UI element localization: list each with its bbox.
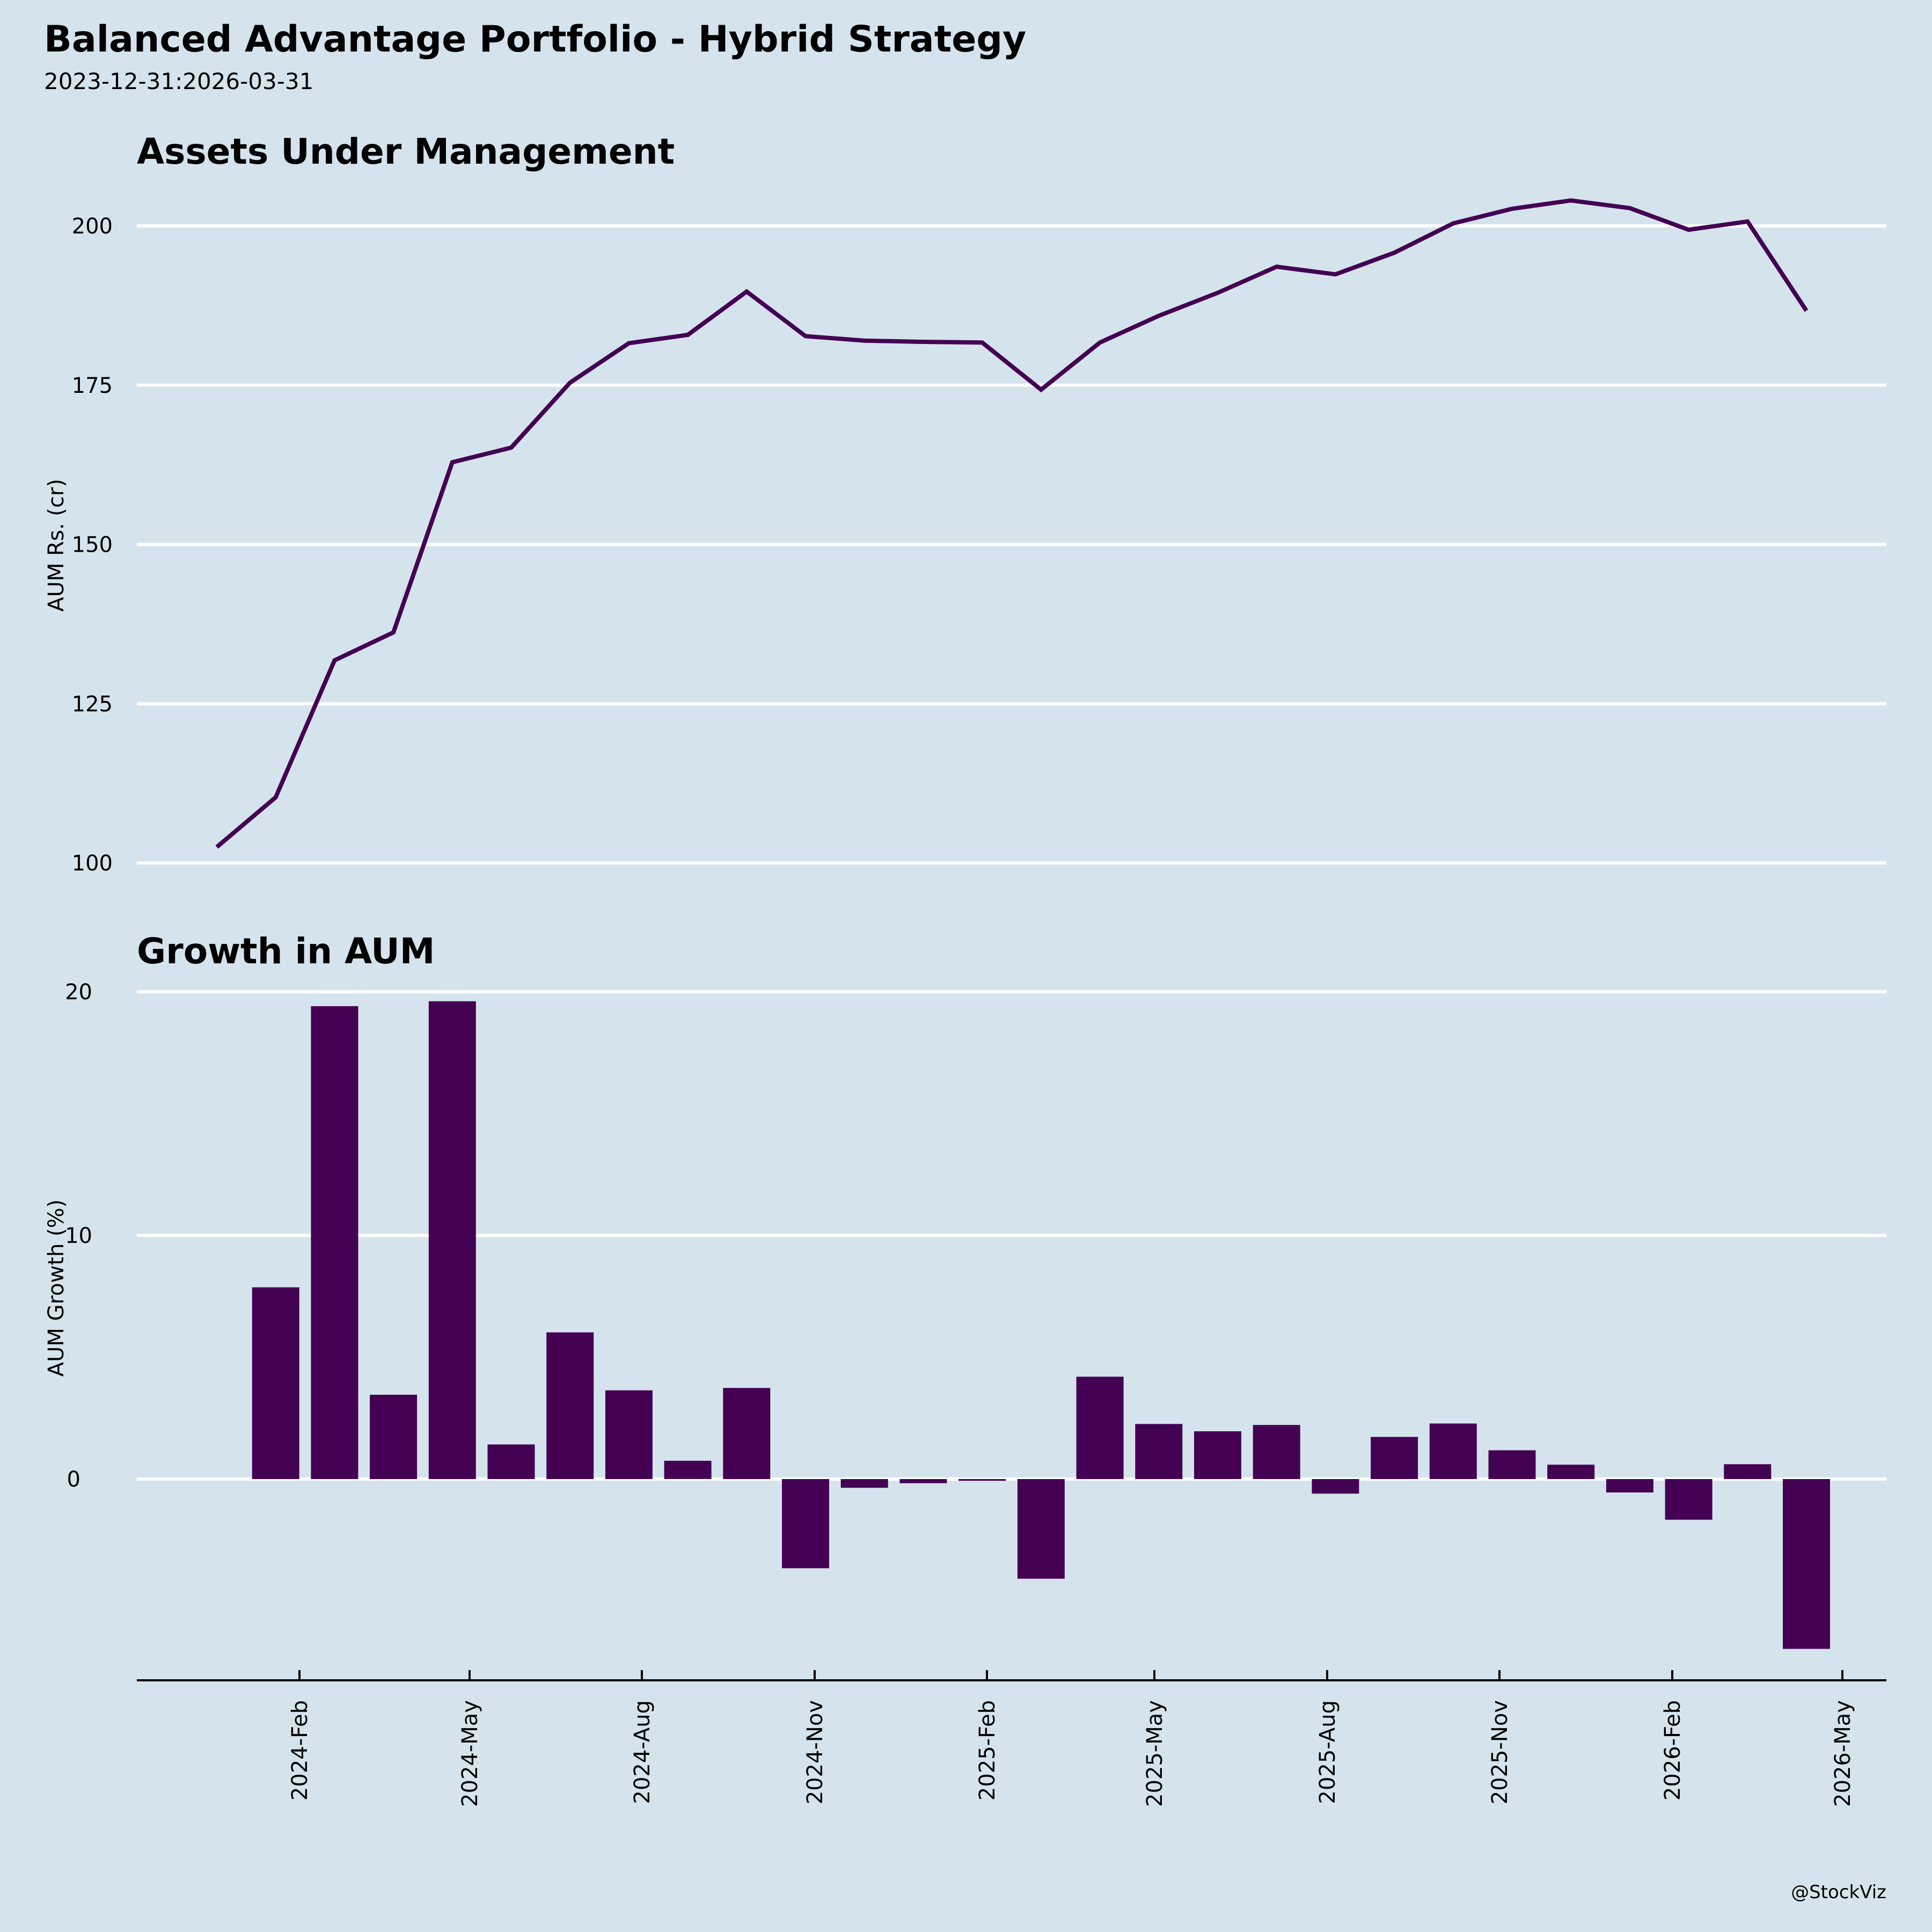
growth-bar: [428, 1001, 476, 1479]
aum-gridlines: [137, 224, 1886, 865]
growth-bar: [370, 1394, 418, 1479]
growth-bar: [1783, 1479, 1830, 1649]
growth-bar: [1429, 1423, 1477, 1479]
x-tick-label: 2024-Aug: [630, 1700, 655, 1804]
growth-bar: [487, 1444, 535, 1479]
aum-y-axis-label: AUM Rs. (cr): [44, 479, 69, 612]
aum-y-tick-label: 175: [72, 374, 113, 398]
growth-bar: [1488, 1450, 1536, 1479]
x-tick-label: 2025-Nov: [1488, 1700, 1512, 1804]
growth-y-tick-labels: 0 10 20: [65, 980, 92, 1492]
growth-bar: [546, 1332, 594, 1479]
aum-y-tick-label: 100: [72, 851, 113, 876]
x-tick-label: 2024-May: [458, 1700, 482, 1807]
x-tick-label: 2025-Feb: [975, 1700, 1000, 1801]
growth-bar: [252, 1287, 299, 1479]
growth-bar: [1606, 1479, 1653, 1492]
aum-y-tick-label: 200: [72, 214, 113, 239]
aum-y-tick-label: 125: [72, 692, 113, 716]
growth-bar: [1371, 1437, 1418, 1479]
x-tick-label: 2025-May: [1143, 1700, 1167, 1807]
growth-bar: [1665, 1479, 1713, 1520]
growth-bar: [311, 1006, 358, 1479]
growth-bar: [840, 1479, 888, 1488]
aum-y-tick-labels: 100 125 150 175 200: [72, 214, 113, 876]
growth-y-tick-label: 20: [65, 980, 92, 1005]
credit-label: @StockViz: [1791, 1882, 1886, 1903]
growth-bar: [958, 1479, 1006, 1481]
x-tick-label: 2024-Nov: [803, 1700, 828, 1804]
growth-bar: [1724, 1464, 1772, 1479]
x-tick-label: 2025-Aug: [1315, 1700, 1340, 1804]
growth-bar: [1194, 1431, 1241, 1479]
growth-bar: [1017, 1479, 1065, 1579]
growth-bar: [1076, 1377, 1124, 1479]
growth-bar: [1312, 1479, 1359, 1494]
growth-y-axis-label: AUM Growth (%): [44, 1199, 69, 1377]
growth-bar: [1135, 1424, 1183, 1479]
growth-y-tick-label: 0: [67, 1467, 80, 1492]
x-tick-label: 2026-Feb: [1660, 1700, 1685, 1801]
growth-bar: [664, 1460, 712, 1479]
x-tick-label: 2024-Feb: [288, 1700, 312, 1801]
growth-bar: [782, 1479, 829, 1569]
x-tick-label: 2026-May: [1831, 1700, 1855, 1807]
figure-subtitle: 2023-12-31:2026-03-31: [44, 68, 313, 94]
aum-chart: Assets Under Management 100125150175200 …: [44, 131, 1886, 876]
x-axis-ticks: 2024-Feb 2024-May 2024-Aug 2024-Nov 2025-Feb…: [288, 1670, 1855, 1807]
aum-series-line: [215, 198, 1809, 849]
growth-chart: Growth in AUM 0 10 20 AUM Growth (%) 2024-…: [44, 931, 1886, 1807]
growth-bar: [1253, 1425, 1300, 1479]
growth-gridlines: [137, 990, 1886, 1481]
growth-bars: [252, 1001, 1830, 1649]
figure-title: Balanced Advantage Portfolio - Hybrid St…: [44, 18, 1026, 61]
growth-bar: [1547, 1465, 1595, 1479]
aum-chart-title: Assets Under Management: [137, 131, 675, 172]
growth-chart-title: Growth in AUM: [137, 931, 435, 972]
growth-bar: [899, 1479, 947, 1483]
growth-bar: [605, 1390, 653, 1479]
growth-bar: [723, 1388, 771, 1479]
aum-y-tick-label: 150: [72, 533, 113, 558]
growth-y-tick-label: 10: [65, 1224, 92, 1248]
